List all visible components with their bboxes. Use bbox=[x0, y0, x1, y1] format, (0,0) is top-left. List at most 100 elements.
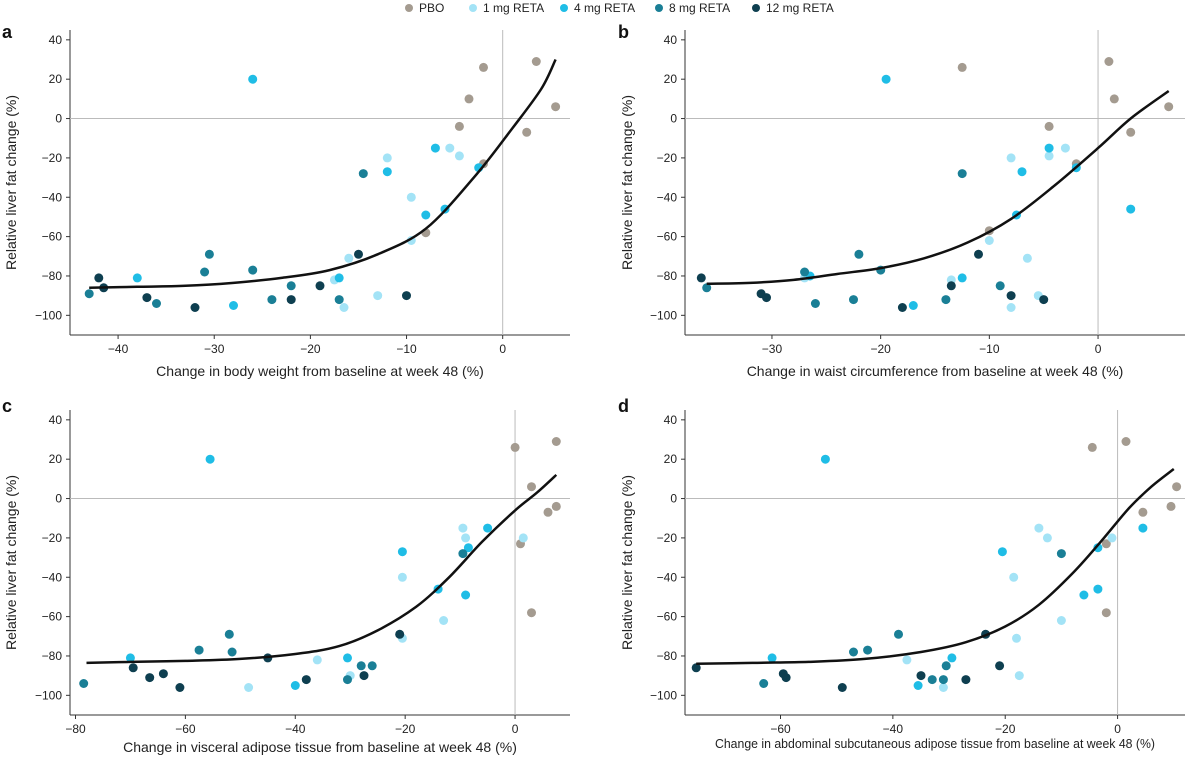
x-axis-label: Change in body weight from baseline at w… bbox=[156, 363, 484, 379]
data-point bbox=[1044, 121, 1054, 131]
data-point bbox=[406, 192, 416, 202]
y-tick-label: −80 bbox=[42, 269, 63, 283]
y-tick-label: −20 bbox=[657, 531, 678, 545]
data-point bbox=[227, 647, 237, 657]
data-point bbox=[397, 572, 407, 582]
data-point bbox=[142, 293, 152, 303]
data-point bbox=[229, 301, 238, 310]
data-point bbox=[373, 291, 383, 301]
data-point bbox=[464, 94, 474, 104]
data-point bbox=[421, 210, 431, 220]
data-point bbox=[957, 169, 967, 179]
data-point bbox=[343, 675, 352, 685]
legend-item: PBO bbox=[405, 0, 444, 16]
x-axis-label: Change in abdominal subcutaneous adipose… bbox=[715, 736, 1155, 751]
y-tick-label: −100 bbox=[650, 308, 677, 322]
data-point bbox=[454, 121, 464, 131]
x-tick-label: −40 bbox=[285, 722, 306, 736]
data-point bbox=[527, 608, 536, 618]
data-point bbox=[1056, 616, 1066, 625]
data-point bbox=[354, 249, 363, 259]
data-point bbox=[957, 273, 967, 283]
data-point bbox=[1093, 584, 1103, 594]
x-tick-label: −60 bbox=[770, 722, 791, 736]
data-point bbox=[984, 236, 994, 245]
x-tick-label: 0 bbox=[512, 722, 519, 736]
legend-item: 1 mg RETA bbox=[469, 0, 544, 16]
data-point bbox=[696, 273, 706, 283]
data-point bbox=[479, 62, 488, 72]
data-point bbox=[175, 683, 185, 692]
x-tick-label: −40 bbox=[883, 722, 904, 736]
data-point bbox=[1009, 572, 1019, 582]
y-tick-label: −20 bbox=[42, 151, 63, 165]
data-point bbox=[315, 281, 325, 291]
y-tick-label: 0 bbox=[670, 112, 677, 126]
x-tick-label: −20 bbox=[300, 342, 321, 356]
data-point bbox=[1126, 127, 1136, 137]
legend-marker bbox=[405, 4, 413, 12]
data-point bbox=[1006, 303, 1016, 312]
data-point bbox=[1017, 167, 1027, 177]
data-point bbox=[454, 151, 464, 161]
panel-label: d bbox=[618, 396, 629, 416]
data-point bbox=[344, 253, 354, 263]
data-point bbox=[894, 629, 903, 639]
x-axis-label: Change in waist circumference from basel… bbox=[747, 363, 1124, 379]
data-point bbox=[458, 523, 468, 533]
data-point bbox=[941, 295, 951, 305]
y-tick-label: −100 bbox=[650, 688, 677, 702]
data-point bbox=[128, 663, 138, 673]
data-point bbox=[1109, 94, 1119, 104]
legend-label: 1 mg RETA bbox=[483, 1, 545, 15]
data-point bbox=[439, 616, 449, 625]
data-point bbox=[1104, 57, 1114, 66]
data-point bbox=[358, 169, 368, 179]
fit-curve bbox=[696, 468, 1175, 666]
data-point bbox=[1166, 501, 1176, 511]
data-point bbox=[200, 267, 210, 277]
data-point bbox=[1042, 533, 1052, 543]
data-point bbox=[995, 281, 1005, 291]
x-tick-label: −60 bbox=[175, 722, 196, 736]
data-point bbox=[927, 675, 937, 685]
fit-curve bbox=[86, 473, 558, 665]
data-point bbox=[849, 295, 858, 305]
data-point bbox=[691, 663, 701, 673]
data-point bbox=[995, 661, 1005, 671]
data-point bbox=[145, 673, 155, 683]
data-point bbox=[543, 507, 553, 517]
data-point bbox=[125, 653, 135, 663]
y-tick-label: −40 bbox=[657, 190, 678, 204]
data-point bbox=[267, 295, 277, 305]
data-point bbox=[1172, 482, 1182, 492]
data-point bbox=[301, 675, 311, 685]
y-tick-label: −80 bbox=[42, 649, 63, 663]
data-point bbox=[531, 57, 541, 66]
panel-label: c bbox=[2, 396, 12, 416]
data-point bbox=[881, 74, 891, 84]
y-axis-label: Relative liver fat change (%) bbox=[3, 475, 19, 650]
y-tick-label: −60 bbox=[657, 610, 678, 624]
data-point bbox=[356, 661, 366, 671]
data-point bbox=[334, 295, 344, 305]
x-tick-label: −20 bbox=[395, 722, 416, 736]
data-point bbox=[551, 501, 561, 511]
data-point bbox=[957, 62, 967, 72]
data-point bbox=[551, 437, 561, 446]
y-tick-label: 0 bbox=[670, 492, 677, 506]
y-tick-label: −20 bbox=[657, 151, 678, 165]
x-tick-label: −10 bbox=[396, 342, 417, 356]
fit-curve bbox=[89, 58, 557, 290]
y-tick-label: 40 bbox=[49, 33, 63, 47]
data-point bbox=[194, 645, 204, 655]
data-point bbox=[820, 454, 830, 464]
data-point bbox=[1079, 590, 1089, 600]
data-point bbox=[916, 671, 926, 681]
legend-label: PBO bbox=[419, 1, 445, 15]
data-point bbox=[913, 681, 923, 690]
data-point bbox=[152, 299, 161, 308]
data-point bbox=[339, 303, 349, 312]
data-point bbox=[947, 653, 957, 663]
